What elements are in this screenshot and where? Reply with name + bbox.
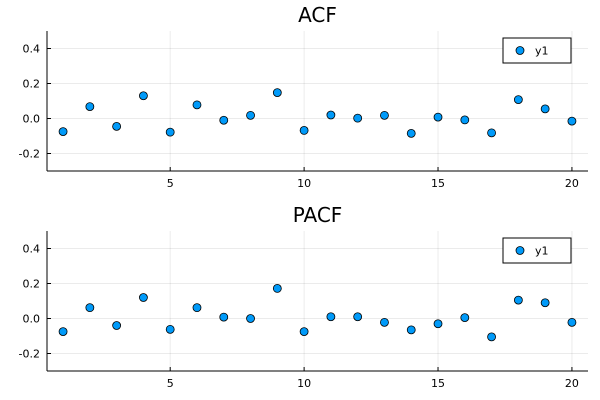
legend-marker [515, 46, 525, 55]
data-point [85, 102, 95, 111]
data-point [380, 110, 389, 120]
data-point [192, 100, 202, 110]
data-point [58, 327, 68, 337]
chart-title: PACF [293, 203, 343, 227]
data-point [139, 293, 148, 302]
data-point [219, 312, 229, 322]
data-point [112, 321, 122, 330]
data-point [112, 121, 122, 131]
legend-label: y1 [535, 45, 549, 58]
data-point [246, 110, 255, 120]
data-point [513, 295, 523, 305]
y-tick-label: 0.2 [23, 78, 41, 91]
y-tick-label: 0.2 [23, 278, 41, 291]
data-point [353, 312, 363, 322]
data-point [567, 116, 577, 126]
data-point [406, 325, 416, 335]
data-point [540, 298, 550, 308]
data-point [353, 113, 363, 123]
y-tick-label: -0.2 [19, 348, 40, 361]
x-tick-label: 20 [565, 177, 579, 190]
data-point [58, 127, 68, 137]
y-tick-label: 0.0 [23, 313, 41, 326]
data-point [487, 128, 496, 138]
data-point [540, 104, 550, 114]
data-point [513, 95, 523, 104]
data-point [139, 91, 148, 101]
chart-title: ACF [298, 3, 337, 27]
data-point [299, 125, 309, 135]
x-tick-label: 15 [431, 377, 445, 390]
y-tick-label: -0.2 [19, 148, 40, 161]
data-point [567, 317, 577, 327]
y-tick-label: 0.4 [23, 243, 41, 256]
legend: y1 [502, 237, 572, 264]
data-point [487, 332, 496, 342]
chart-0: ACF 5 10 15 20 -0.2 0.0 0.2 0.4 y1 [19, 3, 588, 190]
data-point [85, 303, 95, 313]
data-point [272, 283, 282, 293]
y-tick-label: 0.4 [23, 43, 41, 56]
data-point [192, 303, 202, 313]
data-point [272, 88, 282, 97]
x-tick-label: 20 [565, 377, 579, 390]
x-tick-label: 15 [431, 177, 445, 190]
x-tick-label: 5 [167, 377, 174, 390]
data-point [380, 317, 389, 327]
x-tick-label: 10 [297, 177, 311, 190]
data-point [460, 115, 470, 125]
y-tick-label: 0.0 [23, 113, 41, 126]
legend: y1 [502, 37, 572, 64]
data-point [433, 112, 443, 122]
legend-box [502, 237, 572, 264]
data-point [165, 127, 175, 137]
data-point [246, 314, 255, 323]
legend-marker [515, 246, 525, 255]
data-point [299, 327, 309, 337]
x-tick-label: 10 [297, 377, 311, 390]
data-point [219, 115, 229, 125]
data-point [326, 312, 336, 322]
data-point [460, 313, 470, 323]
data-point [165, 324, 175, 334]
x-tick-label: 5 [167, 177, 174, 190]
chart-1: PACF 5 10 15 20 -0.2 0.0 0.2 0.4 y1 [19, 203, 588, 390]
legend-box [502, 37, 572, 64]
data-point [433, 319, 443, 329]
data-point [326, 110, 336, 120]
data-point [406, 128, 416, 138]
legend-label: y1 [535, 245, 549, 258]
